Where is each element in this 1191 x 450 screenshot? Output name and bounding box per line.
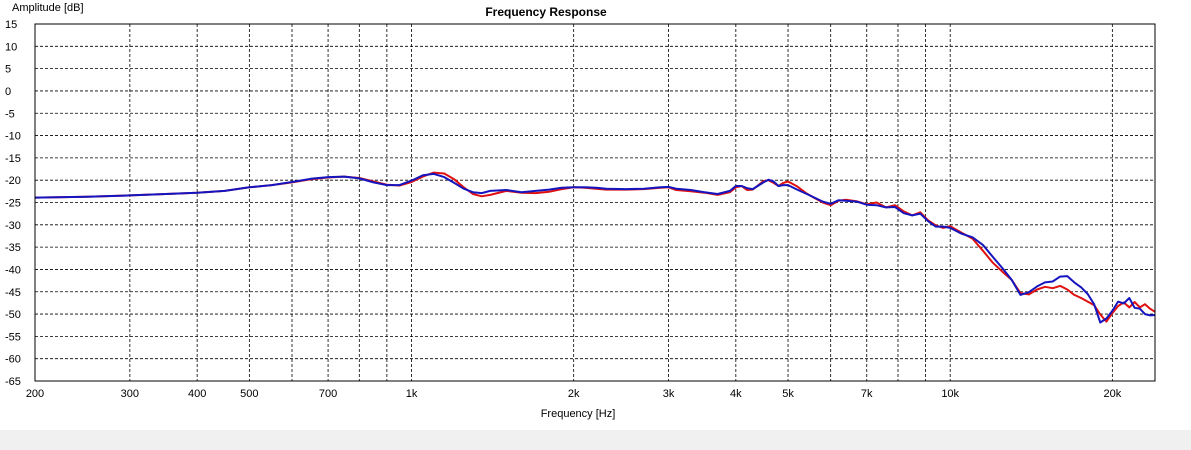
x-tick-label: 5k: [782, 388, 794, 400]
y-tick-label: -45: [5, 287, 21, 299]
y-tick-label: 10: [5, 41, 17, 53]
x-tick-labels: 200 300 400 500 700 1k 2k 3k 4k 5k 7k 10k 20k: [26, 388, 1122, 400]
x-tick-label: 7k: [861, 388, 873, 400]
x-tick-label: 4k: [730, 388, 742, 400]
x-tick-label: 3k: [663, 388, 675, 400]
y-tick-label: -35: [5, 242, 21, 254]
y-tick-label: -60: [5, 354, 21, 366]
chart-title: Frequency Response: [485, 5, 607, 19]
x-tick-label: 300: [121, 388, 139, 400]
y-tick-label: -25: [5, 198, 21, 210]
y-tick-label: -10: [5, 131, 21, 143]
x-tick-label: 20k: [1103, 388, 1121, 400]
x-tick-label: 2k: [568, 388, 580, 400]
y-tick-label: 5: [5, 64, 11, 76]
y-tick-label: -40: [5, 264, 21, 276]
y-tick-label: -30: [5, 220, 21, 232]
y-tick-labels: 15 10 5 0 -5 -10 -15 -20 -25 -30 -35 -40 -45 -50 -55 -6…: [5, 19, 21, 388]
series-lines: [34, 171, 1156, 324]
grid: [35, 24, 1155, 381]
frequency-response-chart: Frequency Response Amplitude [dB] Freque…: [5, 2, 1156, 420]
series-line: [34, 172, 1156, 324]
y-tick-label: -65: [5, 376, 21, 388]
y-tick-label: 0: [5, 86, 11, 98]
x-axis-label: Frequency [Hz]: [541, 408, 616, 420]
x-tick-label: 400: [188, 388, 206, 400]
x-tick-label: 700: [319, 388, 337, 400]
y-tick-label: 15: [5, 19, 17, 31]
y-tick-label: -5: [5, 108, 15, 120]
x-tick-label: 10k: [941, 388, 959, 400]
x-tick-label: 500: [240, 388, 258, 400]
y-tick-label: -55: [5, 331, 21, 343]
y-axis-label: Amplitude [dB]: [12, 2, 84, 14]
x-tick-label: 200: [26, 388, 44, 400]
y-tick-label: -50: [5, 309, 21, 321]
x-tick-label: 1k: [406, 388, 418, 400]
y-tick-label: -15: [5, 153, 21, 165]
y-tick-label: -20: [5, 175, 21, 187]
plot-panel: Frequency Response Amplitude [dB] Freque…: [0, 0, 1191, 430]
plot-frame: [34, 23, 1156, 382]
